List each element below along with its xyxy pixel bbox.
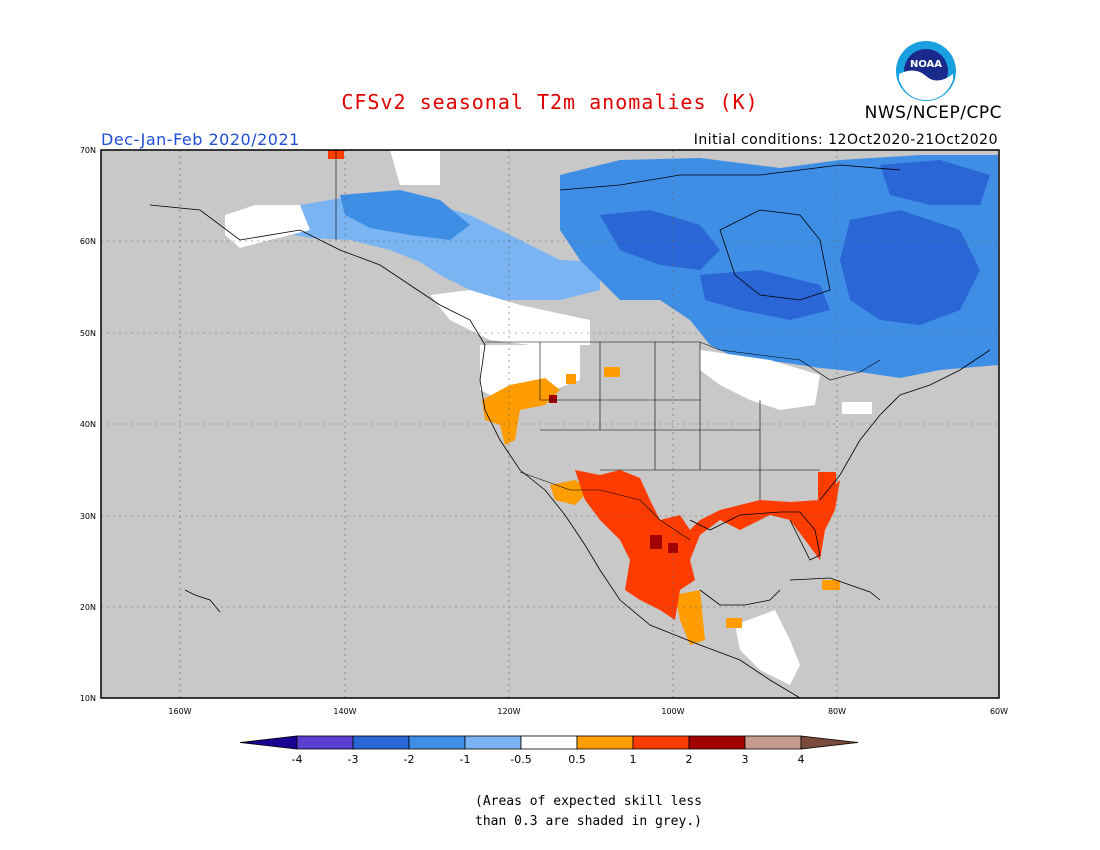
lon-label: 140W	[333, 707, 356, 716]
latitude-axis: 70N 60N 50N 40N 30N 20N 10N	[80, 146, 96, 703]
longitude-axis: 160W 140W 120W 100W 80W 60W	[168, 707, 1008, 716]
weak-warm-region-montana	[604, 367, 620, 377]
noaa-logo-text: NOAA	[910, 59, 942, 70]
lon-label: 100W	[661, 707, 684, 716]
map-frame	[100, 149, 1000, 699]
lat-label: 50N	[80, 329, 96, 338]
footnote-line-2: than 0.3 are shaded in grey.)	[475, 814, 702, 829]
moderate-warm-region-sw-us-mexico	[575, 470, 840, 620]
weak-warm-region-mexico-south	[675, 590, 705, 645]
coastline-gulf	[689, 511, 821, 561]
noaa-logo: NOAA	[896, 41, 956, 101]
negative-anomaly-regions	[260, 155, 998, 378]
coastline-hawaii	[184, 589, 221, 613]
anomaly-region-dark-blue-3	[880, 160, 990, 205]
neutral-region-great-lakes	[700, 350, 820, 410]
skill-footnote: (Areas of expected skill less than 0.3 a…	[475, 792, 702, 832]
lat-label: 10N	[80, 694, 96, 703]
initial-conditions-label: Initial conditions: 12Oct2020-21Oct2020	[693, 132, 998, 148]
lon-label: 160W	[168, 707, 191, 716]
weak-warm-region-idaho	[566, 374, 576, 384]
anomaly-region-dark-blue-4	[700, 270, 830, 320]
border-us-canada	[485, 341, 881, 381]
footnote-line-1: (Areas of expected skill less	[475, 794, 702, 809]
agency-label: NWS/NCEP/CPC	[864, 103, 1002, 123]
lat-label: 40N	[80, 420, 96, 429]
lat-label: 20N	[80, 603, 96, 612]
anomaly-region-dark-blue-2	[840, 210, 980, 325]
strong-warm-region-1	[650, 535, 662, 549]
neutral-region-alaska-west	[225, 205, 310, 248]
political-borders	[335, 150, 881, 541]
coastline-cuba	[789, 577, 881, 601]
moderate-warm-region-carolinas	[818, 472, 836, 502]
coastline-east	[819, 349, 991, 501]
anomaly-region-light-blue	[260, 195, 600, 300]
season-label: Dec-Jan-Feb 2020/2021	[101, 130, 300, 149]
positive-weak-anomaly-regions	[482, 367, 840, 645]
border-states-1	[539, 342, 820, 500]
neutral-region-east-coast	[842, 402, 872, 414]
border-us-mexico	[519, 471, 691, 541]
lon-label: 60W	[990, 707, 1008, 716]
chart-title: CFSv2 seasonal T2m anomalies (K)	[341, 90, 759, 114]
weak-warm-region-great-basin	[482, 378, 560, 445]
lat-label: 60N	[80, 237, 96, 246]
coastline-west	[149, 204, 801, 699]
weak-warm-region-guatemala	[726, 618, 742, 628]
coastline-yucatan	[699, 589, 781, 606]
weak-warm-region-cuba	[822, 580, 840, 590]
lat-label: 70N	[80, 146, 96, 155]
anomaly-region-mid-blue-canada	[560, 155, 998, 378]
coastline-arctic	[559, 164, 901, 191]
neutral-region-arctic	[390, 150, 440, 185]
anomaly-region-dark-blue-1	[600, 210, 720, 270]
lat-label: 30N	[80, 512, 96, 521]
neutral-region-bc	[430, 290, 590, 345]
coastline-hudson	[719, 209, 831, 301]
lon-label: 80W	[828, 707, 846, 716]
strong-warm-region-3	[549, 395, 557, 403]
anomaly-region-mid-blue	[340, 190, 470, 240]
lon-label: 120W	[497, 707, 520, 716]
neutral-anomaly-regions	[225, 150, 872, 685]
gridlines	[101, 150, 999, 698]
neutral-region-central-america	[735, 610, 800, 685]
coastlines	[149, 164, 991, 699]
